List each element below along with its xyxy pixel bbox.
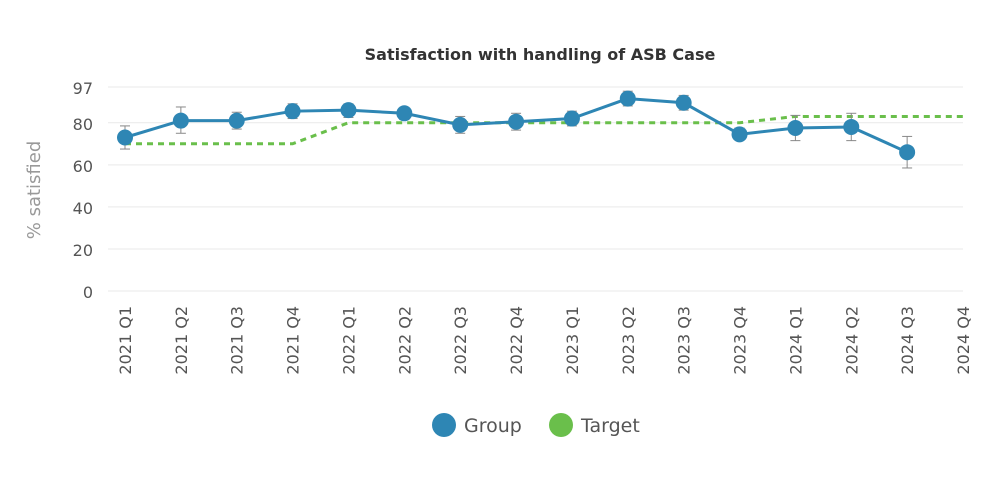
x-tick-label: 2022 Q1 [339,306,358,375]
data-point-group [172,112,189,129]
y-axis-ticks: 0 20 40 60 80 97 [73,79,93,302]
data-point-group [340,102,357,119]
x-tick-label: 2021 Q4 [284,306,303,375]
data-point-group [284,103,301,120]
x-axis-ticks: 2021 Q1 2021 Q2 2021 Q3 2021 Q4 2022 Q1 2022 … [116,306,973,375]
gridlines [108,86,963,292]
x-tick-label: 2023 Q2 [619,306,638,375]
x-tick-label: 2022 Q2 [395,306,414,375]
x-tick-label: 2021 Q3 [228,306,247,375]
data-point-group [899,144,916,161]
x-tick-label: 2022 Q4 [507,306,526,375]
x-tick-label: 2024 Q1 [786,306,805,375]
data-point-group [396,105,413,122]
y-tick-label: 0 [83,283,93,302]
x-tick-label: 2022 Q3 [451,306,470,375]
data-point-group [117,129,133,146]
x-tick-label: 2023 Q3 [675,306,694,375]
legend-target-marker [549,413,573,437]
y-tick-label: 80 [73,115,93,134]
data-point-group [228,112,245,129]
legend-group-label: Group [464,415,522,437]
data-point-group [675,94,692,111]
data-point-group [619,90,636,107]
x-tick-label: 2021 Q2 [172,306,191,375]
y-tick-label: 40 [73,199,93,218]
legend: Group Target [432,413,640,437]
data-point-group [731,126,748,143]
x-tick-label: 2023 Q4 [731,306,750,375]
legend-target-label: Target [580,415,640,437]
chart-title: Satisfaction with handling of ASB Case [365,45,716,64]
data-point-group [563,110,580,127]
y-tick-label: 97 [73,79,93,98]
y-axis-label: % satisfied [24,141,45,240]
x-tick-label: 2021 Q1 [116,306,135,375]
x-tick-label: 2024 Q3 [898,306,917,375]
data-point-group [843,118,860,135]
legend-item-target[interactable]: Target [549,413,640,437]
x-tick-label: 2024 Q4 [954,306,973,375]
x-tick-label: 2023 Q1 [563,306,582,375]
y-tick-label: 60 [73,157,93,176]
legend-group-marker [432,413,456,437]
data-point-group [452,116,469,133]
y-tick-label: 20 [73,241,93,260]
legend-item-group[interactable]: Group [432,413,522,437]
series-layer [117,90,963,169]
x-tick-label: 2024 Q2 [842,306,861,375]
data-point-group [508,113,525,130]
data-point-group [787,120,804,137]
series-target-line [125,114,963,146]
